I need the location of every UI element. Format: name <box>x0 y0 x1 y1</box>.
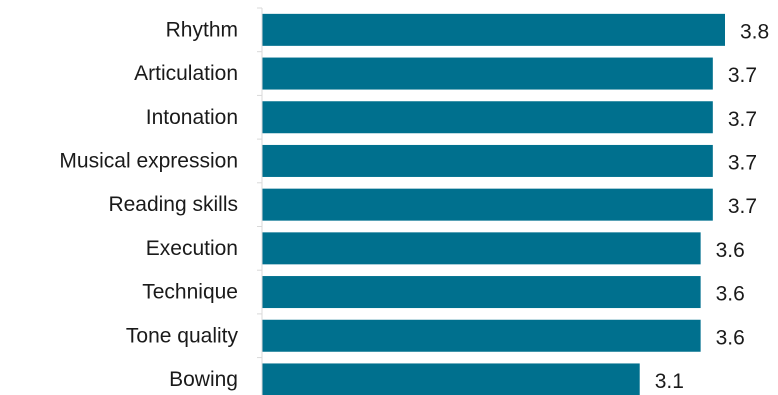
category-label-articulation: Articulation <box>134 62 238 85</box>
category-label-rhythm: Rhythm <box>166 18 238 41</box>
value-label-musical-expression: 3.7 <box>728 151 757 174</box>
value-label-execution: 3.6 <box>716 239 745 262</box>
y-axis <box>257 7 263 395</box>
category-label-tone-quality: Tone quality <box>126 324 239 347</box>
category-label-execution: Execution <box>146 237 238 260</box>
category-label-intonation: Intonation <box>146 106 238 129</box>
category-label-technique: Technique <box>142 281 238 304</box>
value-label-reading-skills: 3.7 <box>728 195 757 218</box>
category-label-bowing: Bowing <box>169 368 238 391</box>
bar-tone-quality <box>262 319 701 352</box>
value-label-articulation: 3.7 <box>728 64 757 87</box>
bar-musical-expression <box>262 144 713 177</box>
bars-group <box>262 13 725 395</box>
bar-execution <box>262 232 701 265</box>
bar-reading-skills <box>262 188 713 221</box>
bar-rhythm <box>262 13 725 46</box>
category-labels: Rhythm Articulation Intonation Musical expr… <box>59 18 238 391</box>
bar-bowing <box>262 363 640 395</box>
bar-intonation <box>262 101 713 134</box>
value-label-technique: 3.6 <box>716 283 745 306</box>
category-label-reading-skills: Reading skills <box>108 193 238 216</box>
value-labels: 3.8 3.7 3.7 3.7 3.7 3.6 3.6 3.6 3.1 <box>655 20 769 393</box>
value-label-tone-quality: 3.6 <box>716 326 745 349</box>
value-label-rhythm: 3.8 <box>740 20 769 43</box>
bar-technique <box>262 276 701 309</box>
category-label-musical-expression: Musical expression <box>59 149 238 172</box>
value-label-bowing: 3.1 <box>655 370 684 393</box>
value-label-intonation: 3.7 <box>728 108 757 131</box>
bar-articulation <box>262 57 713 90</box>
